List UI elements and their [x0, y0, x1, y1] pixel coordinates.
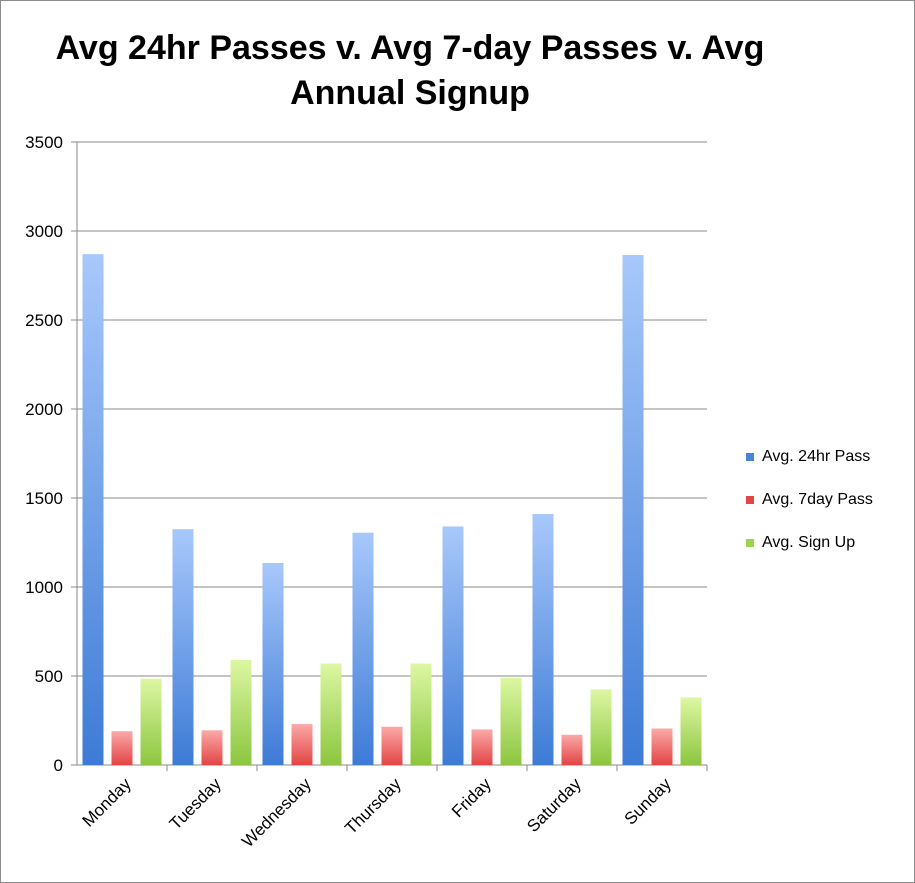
chart-title-line-1: Avg 24hr Passes v. Avg 7-day Passes v. A… [55, 29, 765, 67]
x-tick-label: Sunday [621, 774, 676, 829]
bar [471, 729, 493, 765]
chart-title-line-2: Annual Signup [290, 74, 530, 112]
bar [111, 731, 133, 765]
y-tick-label: 0 [54, 756, 63, 775]
gridlines [77, 141, 707, 677]
bars [82, 254, 702, 765]
y-tick-label: 3500 [25, 133, 63, 152]
x-tick-label: Friday [448, 774, 495, 821]
bar [140, 678, 162, 765]
axes [71, 141, 708, 771]
bar [172, 529, 194, 765]
y-tick-label: 3000 [25, 222, 63, 241]
legend: Avg. 24hr Pass Avg. 7day Pass Avg. Sign … [746, 446, 873, 575]
bar [82, 254, 104, 765]
bar [442, 526, 464, 765]
y-tick-label: 500 [35, 667, 63, 686]
bar [651, 728, 673, 765]
legend-label: Avg. 7day Pass [762, 491, 873, 508]
x-tick-label: Saturday [523, 774, 585, 836]
legend-swatch [746, 453, 754, 461]
legend-label: Avg. Sign Up [762, 534, 856, 551]
bar [622, 255, 644, 765]
bar [291, 724, 313, 765]
bar [320, 663, 342, 765]
bar [352, 532, 374, 765]
y-tick-label: 1000 [25, 578, 63, 597]
bar [262, 562, 284, 765]
bar [680, 697, 702, 765]
bar [532, 514, 554, 765]
y-tick-label: 1500 [25, 489, 63, 508]
chart-title: Avg 24hr Passes v. Avg 7-day Passes v. A… [40, 26, 780, 116]
legend-item: Avg. 24hr Pass [746, 446, 873, 468]
legend-item: Avg. 7day Pass [746, 489, 873, 511]
bar [500, 677, 522, 765]
y-tick-label: 2500 [25, 311, 63, 330]
x-tick-label: Monday [79, 774, 136, 831]
bar [561, 734, 583, 765]
legend-swatch [746, 539, 754, 547]
bar [381, 726, 403, 765]
x-tick-label: Wednesday [238, 774, 315, 851]
bar [230, 659, 252, 765]
bar [590, 689, 612, 765]
x-tick-label: Tuesday [166, 774, 225, 833]
legend-swatch [746, 496, 754, 504]
x-tick-label: Thursday [341, 774, 405, 838]
legend-label: Avg. 24hr Pass [762, 448, 871, 465]
y-tick-label: 2000 [25, 400, 63, 419]
bar [410, 663, 432, 765]
bar [201, 730, 223, 765]
legend-item: Avg. Sign Up [746, 532, 873, 554]
